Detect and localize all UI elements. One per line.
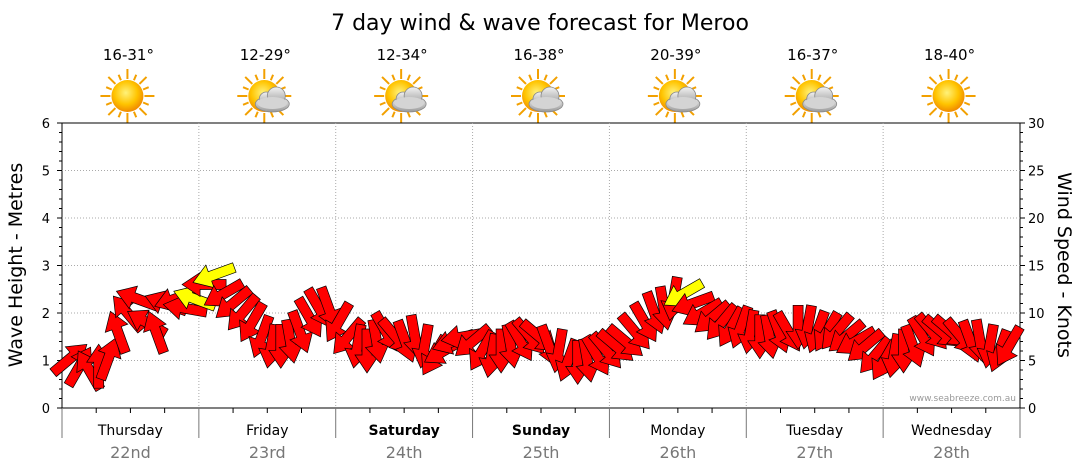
temp-range: 16-38° — [513, 46, 564, 64]
right-tick-label: 20 — [1028, 212, 1045, 227]
sun-cloud-icon — [237, 69, 292, 123]
sun-icon — [100, 69, 155, 123]
date-label: 28th — [933, 443, 970, 462]
sun-cloud-icon — [511, 69, 565, 123]
right-tick-label: 10 — [1028, 307, 1045, 322]
right-axis: 0 5 10 15 20 25 30 — [1020, 117, 1045, 417]
sun-icon — [921, 69, 976, 123]
day-label: Thursday — [97, 423, 163, 439]
day-label: Saturday — [369, 423, 440, 439]
day-label: Sunday — [512, 423, 570, 439]
wind-arrow — [325, 300, 355, 343]
wind-arrow — [996, 324, 1025, 366]
day-label: Monday — [650, 423, 705, 439]
date-label: 22nd — [110, 443, 151, 462]
temp-range: 16-31° — [103, 46, 154, 64]
temp-range: 20-39° — [650, 46, 701, 64]
y-axis-title-left: Wave Height - Metres — [5, 163, 27, 367]
wind-arrow — [455, 323, 493, 357]
wind-arrow — [192, 262, 237, 289]
left-tick-label: 2 — [42, 307, 50, 322]
temp-range: 18-40° — [924, 46, 975, 64]
sun-cloud-icon — [647, 69, 702, 123]
left-tick-label: 0 — [42, 402, 50, 417]
temp-range: 12-34° — [377, 46, 428, 64]
day-label: Wednesday — [911, 423, 992, 439]
date-label: 27th — [796, 443, 833, 462]
right-tick-label: 5 — [1028, 355, 1036, 370]
chart-title: 7 day wind & wave forecast for Meroo — [331, 11, 749, 36]
date-label: 25th — [523, 443, 560, 462]
wind-arrows — [49, 262, 1025, 393]
sun-cloud-icon — [374, 69, 429, 123]
left-tick-label: 4 — [42, 212, 50, 227]
daily-temperatures: 16-31° 12-29° 12-34° 16-38° 20-39° 16-37° 18-4… — [103, 46, 975, 64]
left-tick-label: 5 — [42, 165, 50, 180]
y-axis-title-right: Wind Speed - Knots — [1053, 172, 1075, 358]
watermark: www.seabreeze.com.au — [909, 394, 1016, 404]
right-tick-label: 30 — [1028, 117, 1045, 132]
wind-arrow — [287, 309, 314, 354]
date-label: 26th — [659, 443, 696, 462]
right-tick-label: 15 — [1028, 260, 1045, 275]
day-label: Tuesday — [785, 423, 843, 439]
daily-weather-icons — [100, 69, 976, 123]
temp-range: 16-37° — [787, 46, 838, 64]
temp-range: 12-29° — [240, 46, 291, 64]
wind-arrow — [227, 292, 261, 331]
wind-arrow — [239, 300, 268, 343]
day-label: Friday — [246, 423, 288, 439]
day-labels: Thursday 22nd Friday 23rd Saturday 24th Sunday… — [97, 423, 992, 462]
wind-arrow — [104, 310, 131, 355]
left-tick-label: 6 — [42, 117, 50, 132]
left-tick-label: 1 — [42, 355, 50, 370]
right-tick-label: 25 — [1028, 165, 1045, 180]
date-label: 23rd — [249, 443, 286, 462]
right-tick-label: 0 — [1028, 402, 1036, 417]
sun-cloud-icon — [784, 69, 839, 123]
date-label: 24th — [386, 443, 423, 462]
left-tick-label: 3 — [42, 260, 50, 275]
wind-arrow — [143, 310, 169, 355]
